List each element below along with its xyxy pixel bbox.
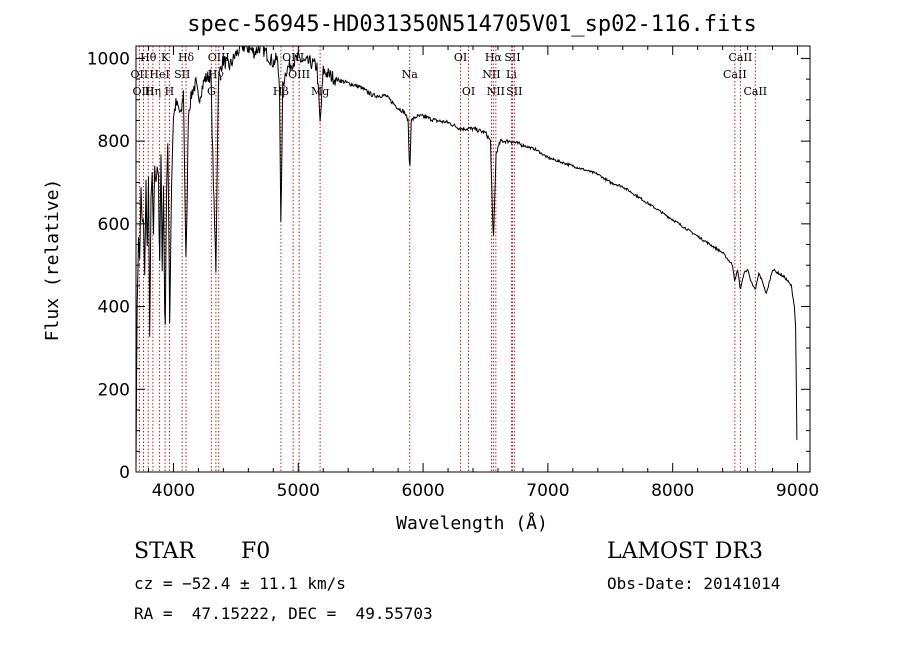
- line-marker-label: Hη: [145, 85, 161, 98]
- x-tick-label: 7000: [526, 481, 569, 501]
- chart-title: spec-56945-HD031350N514705V01_sp02-116.f…: [187, 12, 757, 37]
- x-tick-label: 5000: [277, 481, 320, 501]
- x-tick-label: 6000: [401, 481, 444, 501]
- x-tick-label: 9000: [776, 481, 819, 501]
- line-marker-label: SII: [506, 85, 522, 98]
- line-marker-label: Hα: [485, 51, 503, 64]
- spectral-subclass: F0: [241, 539, 271, 564]
- x-axis-label: Wavelength (Å): [396, 512, 548, 534]
- y-axis-label: Flux (relative): [42, 179, 63, 342]
- line-marker-label: SII: [504, 51, 520, 64]
- line-marker-label: CaII: [743, 85, 767, 98]
- line-marker-label: Hγ: [208, 68, 225, 81]
- line-marker-label: HeI: [149, 68, 169, 81]
- object-class: STAR: [134, 539, 195, 564]
- plot-frame: [135, 45, 811, 473]
- redshift-line: cz = −52.4 ± 11.1 km/s: [134, 574, 346, 593]
- line-marker-label: OI: [454, 51, 467, 64]
- line-marker-label: OIII: [288, 68, 310, 81]
- line-marker-label: SII: [174, 68, 190, 81]
- line-marker-label: CaII: [723, 68, 747, 81]
- line-marker-label: Li: [506, 68, 517, 81]
- coordinates-line: RA = 47.15222, DEC = 49.55703: [134, 604, 433, 623]
- series-layer: [135, 45, 798, 471]
- y-tick-label: 1000: [87, 49, 130, 69]
- line-marker-label: OIII: [132, 85, 154, 98]
- line-marker-label: Hδ: [178, 51, 195, 64]
- line-marker-label: NII: [482, 68, 500, 81]
- line-marker-label: Hθ: [140, 51, 157, 64]
- line-marker-label: NII: [487, 85, 505, 98]
- line-marker-label: CaII: [729, 51, 753, 64]
- line-marker-label: Na: [402, 68, 419, 81]
- line-marker-label: H: [165, 85, 175, 98]
- line-marker-label: Hβ: [273, 85, 289, 98]
- line-marker-label: Mg: [311, 85, 329, 98]
- x-tick-label: 4000: [152, 481, 195, 501]
- line-marker-label: OI: [462, 85, 475, 98]
- axes: 4000 5000 6000 7000 8000 9000 0 200 400 600 800 100…: [87, 45, 819, 501]
- y-tick-label: 200: [98, 380, 130, 400]
- line-marker-label: K: [161, 51, 170, 64]
- spectrum-line: [135, 45, 798, 471]
- y-tick-label: 600: [98, 215, 130, 235]
- x-tick-label: 8000: [651, 481, 694, 501]
- y-tick-label: 0: [119, 463, 130, 483]
- y-tick-label: 800: [98, 132, 130, 152]
- y-tick-label: 400: [98, 298, 130, 318]
- obs-date: Obs-Date: 20141014: [607, 574, 781, 593]
- survey-name: LAMOST DR3: [607, 539, 763, 564]
